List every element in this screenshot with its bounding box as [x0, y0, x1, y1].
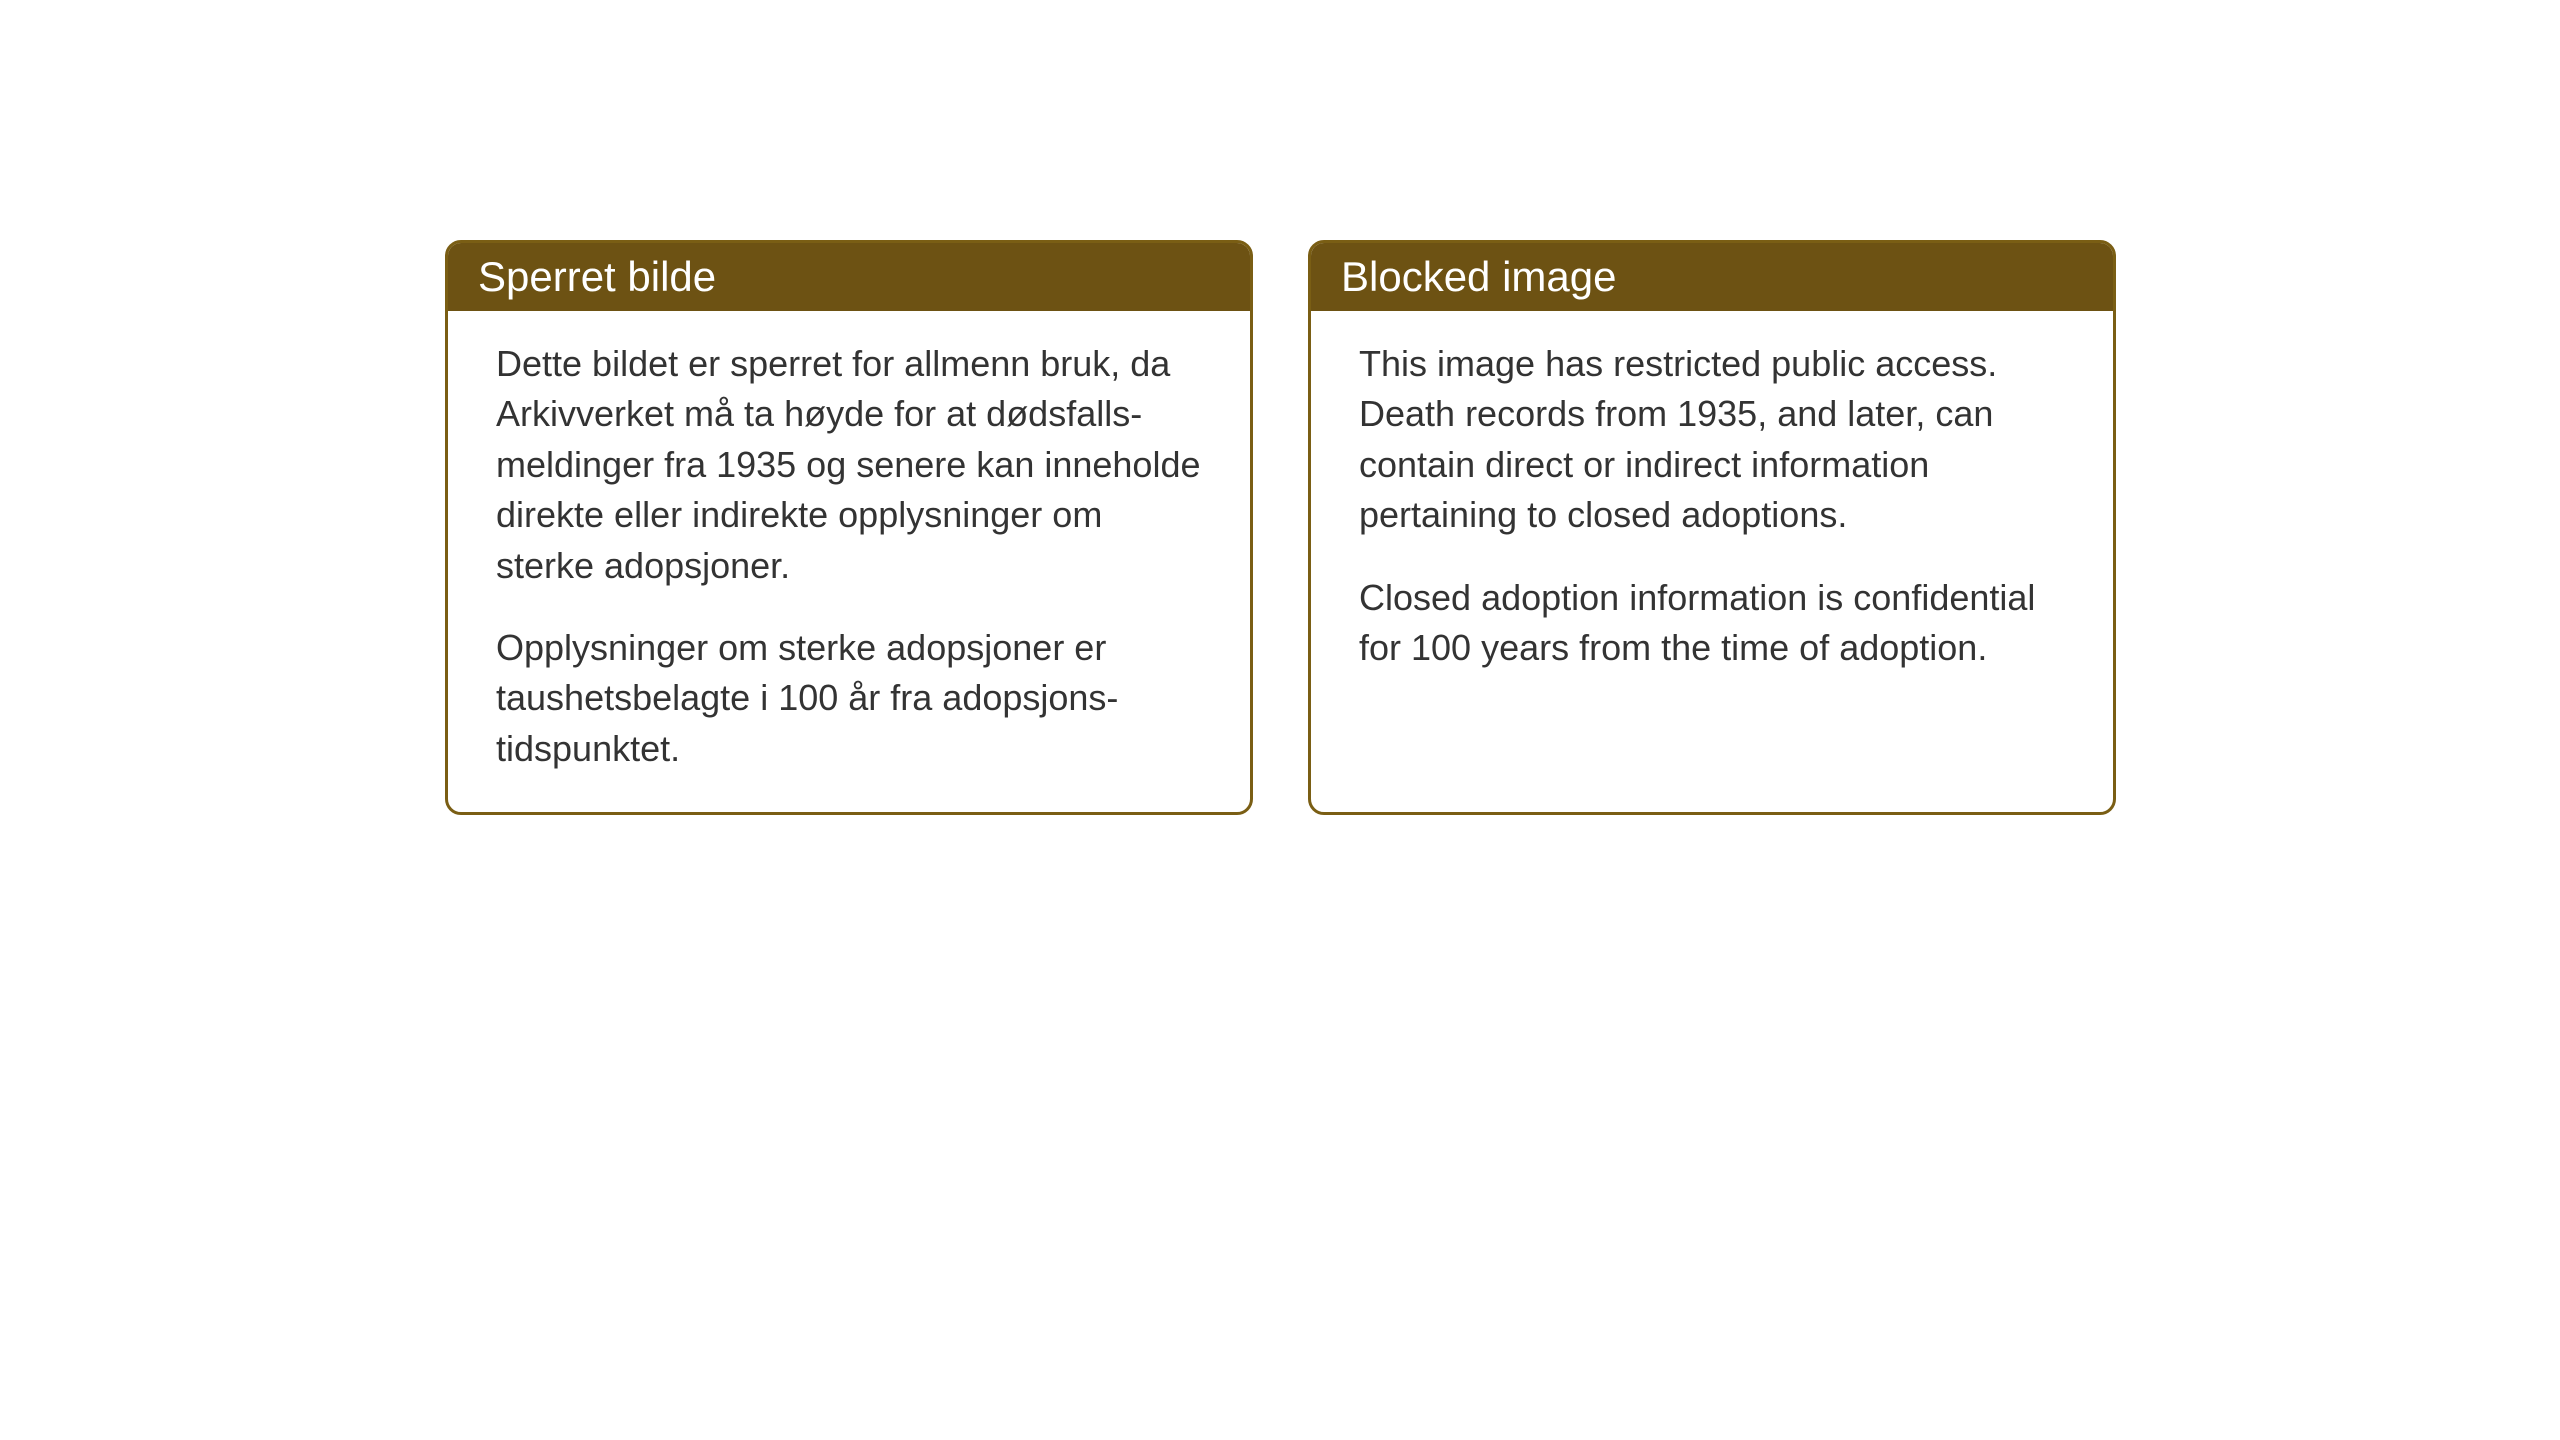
card-header-norwegian: Sperret bilde — [448, 243, 1250, 311]
card-paragraph2-norwegian: Opplysninger om sterke adopsjoner er tau… — [496, 623, 1202, 774]
card-title-norwegian: Sperret bilde — [478, 253, 716, 300]
card-header-english: Blocked image — [1311, 243, 2113, 311]
notice-container: Sperret bilde Dette bildet er sperret fo… — [445, 240, 2116, 815]
notice-card-norwegian: Sperret bilde Dette bildet er sperret fo… — [445, 240, 1253, 815]
card-body-english: This image has restricted public access.… — [1311, 311, 2113, 711]
notice-card-english: Blocked image This image has restricted … — [1308, 240, 2116, 815]
card-paragraph2-english: Closed adoption information is confident… — [1359, 573, 2065, 674]
card-body-norwegian: Dette bildet er sperret for allmenn bruk… — [448, 311, 1250, 812]
card-title-english: Blocked image — [1341, 253, 1616, 300]
card-paragraph1-norwegian: Dette bildet er sperret for allmenn bruk… — [496, 339, 1202, 591]
card-paragraph1-english: This image has restricted public access.… — [1359, 339, 2065, 541]
